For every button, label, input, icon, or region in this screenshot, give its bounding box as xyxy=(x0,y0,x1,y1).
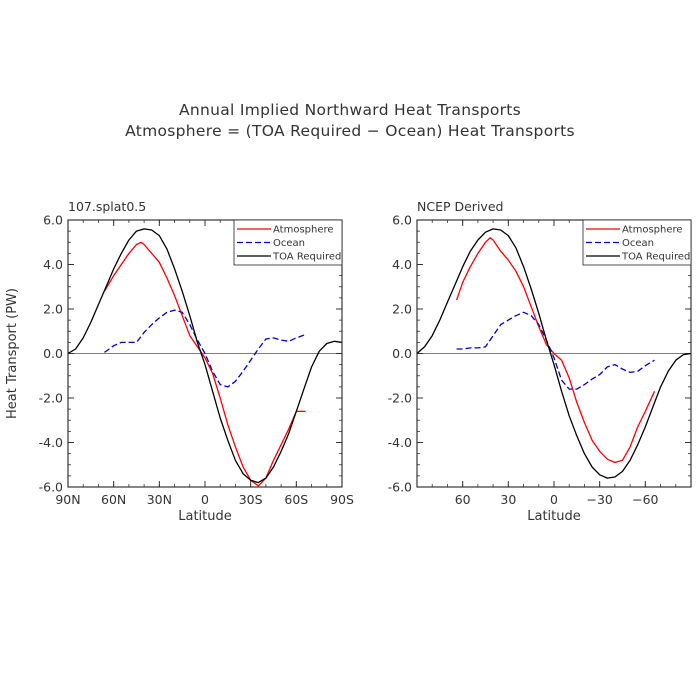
legend: Atmosphere Ocean TOA Required xyxy=(233,219,343,266)
x-tick-label: 0 xyxy=(201,492,209,507)
series-line-toa-required xyxy=(68,228,342,484)
x-tick-label: 30 xyxy=(500,492,516,507)
x-tick-label: 60S xyxy=(284,492,308,507)
legend-label: Atmosphere xyxy=(622,225,683,236)
y-tick-label: -4.0 xyxy=(388,435,412,450)
legend-label: TOA Required xyxy=(272,252,341,263)
panel-label: NCEP Derived xyxy=(417,199,503,214)
x-tick-label: 60 xyxy=(455,492,471,507)
legend-label: TOA Required xyxy=(621,252,690,263)
x-tick-label: −30 xyxy=(586,492,612,507)
y-tick-label: 6.0 xyxy=(392,213,412,228)
y-tick-label: 6.0 xyxy=(43,213,63,228)
series-line-ocean xyxy=(456,311,655,390)
legend: Atmosphere Ocean TOA Required xyxy=(582,219,692,266)
series-line-atmosphere xyxy=(455,237,656,464)
figure-subtitle: Atmosphere = (TOA Required − Ocean) Heat… xyxy=(125,122,575,140)
legend-label: Ocean xyxy=(273,238,305,249)
series-line-ocean xyxy=(104,309,306,388)
y-tick-label: -6.0 xyxy=(39,480,63,495)
x-axis-label: Latitude xyxy=(178,509,232,524)
y-tick-label: -2.0 xyxy=(39,391,63,406)
y-axis-label: Heat Transport (PW) xyxy=(5,288,20,419)
y-tick-label: -4.0 xyxy=(39,435,63,450)
x-tick-label: 30N xyxy=(147,492,172,507)
y-tick-label: 2.0 xyxy=(43,302,63,317)
y-tick-label: -6.0 xyxy=(388,480,412,495)
plot-frame xyxy=(416,219,692,488)
y-tick-label: 4.0 xyxy=(392,257,412,272)
x-tick-label: 30S xyxy=(239,492,263,507)
y-tick-label: 4.0 xyxy=(43,257,63,272)
figure-title: Annual Implied Northward Heat Transports xyxy=(178,101,522,119)
x-tick-label: −60 xyxy=(632,492,658,507)
x-axis-label: Latitude xyxy=(527,509,581,524)
y-tick-label: 2.0 xyxy=(392,302,412,317)
x-tick-label: 90N xyxy=(55,492,80,507)
legend-label: Ocean xyxy=(622,238,654,249)
y-tick-label: -2.0 xyxy=(388,391,412,406)
x-tick-label: 60N xyxy=(101,492,126,507)
x-tick-label: 0 xyxy=(550,492,558,507)
legend-label: Atmosphere xyxy=(273,225,334,236)
series-line-toa-required xyxy=(417,228,691,479)
y-tick-label: 0.0 xyxy=(392,346,412,361)
plot-frame xyxy=(67,219,343,488)
y-tick-label: 0.0 xyxy=(43,346,63,361)
panel-label: 107.splat0.5 xyxy=(68,199,146,214)
chart-panel-1: -6.0 -4.0 -2.0 0.0 2.0 4.0 6.0 90N 60N 30N 0 30S 60S… xyxy=(5,199,354,524)
x-tick-label: 90S xyxy=(330,492,354,507)
chart-panel-2: -6.0 -4.0 -2.0 0.0 2.0 4.0 6.0 60 30 0 −30 −60 Atmos… xyxy=(388,199,692,524)
